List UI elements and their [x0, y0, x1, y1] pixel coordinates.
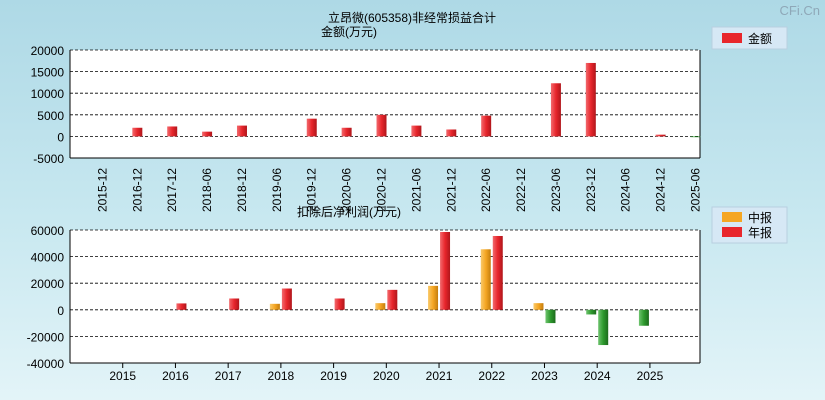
chart1-bar — [202, 131, 213, 137]
chart2-bar-annual — [387, 289, 398, 310]
chart1-legend-swatch-amount — [722, 33, 742, 43]
chart2-bar-annual — [229, 298, 240, 310]
chart1-y-tick-label: -5000 — [33, 152, 64, 166]
chart1-x-ticks: 2015-12 2016-12 2017-12 2018-06 2018-12 2019-… — [95, 168, 702, 212]
chart1-x-tick-label: 2019-06 — [270, 168, 284, 212]
chart2-y-tick-label: 0 — [57, 304, 64, 318]
chart2-x-tick-label: 2025 — [637, 369, 664, 383]
chart1-bar — [655, 134, 666, 137]
chart2-x-tick-label: 2015 — [109, 369, 136, 383]
chart2-plot-area — [70, 230, 700, 363]
chart1-bar — [376, 114, 387, 137]
chart2-x-tick-label: 2017 — [215, 369, 242, 383]
chart1-bars — [132, 62, 701, 138]
chart1-ylabel: 金额(万元) — [321, 24, 377, 39]
chart1-bar — [132, 127, 143, 137]
chart2-x-tick-label: 2020 — [373, 369, 400, 383]
chart1-x-tick-label: 2023-12 — [584, 168, 598, 212]
chart1-x-tick-label: 2025-06 — [688, 168, 702, 212]
chart2-bars — [176, 231, 649, 346]
chart1-x-tick-label: 2018-12 — [235, 168, 249, 212]
chart1-y-tick-label: 0 — [57, 130, 64, 144]
chart1-y-ticks: 20000 15000 10000 5000 0 -5000 — [31, 44, 65, 166]
chart1-bar — [446, 129, 457, 137]
chart2-y-ticks: 60000 40000 20000 0 -20000 -40000 — [27, 224, 65, 371]
chart1-y-tick-label: 5000 — [37, 109, 64, 123]
chart2-bar-interim — [375, 303, 386, 310]
chart1-bar — [341, 127, 352, 137]
chart1-plot-area — [70, 50, 700, 158]
chart1-bar — [550, 83, 561, 137]
chart2-bar-annual — [440, 231, 451, 310]
chart1-x-tick-label: 2024-12 — [654, 168, 668, 212]
chart1-bar — [167, 126, 178, 137]
chart2-bar-annual — [598, 309, 609, 346]
chart1-legend[interactable]: 金额 — [711, 26, 788, 50]
chart1-x-tick-label: 2019-12 — [305, 168, 319, 212]
chart2-bar-annual — [545, 309, 556, 324]
chart1-bar — [411, 125, 422, 137]
chart2-bar-interim — [480, 249, 491, 310]
watermark: CFi.Cn — [780, 3, 820, 18]
chart2-bar-annual — [492, 235, 503, 310]
chart2-legend-swatch-interim — [722, 212, 742, 222]
chart2-bar-interim — [428, 285, 439, 310]
chart1-bar — [690, 136, 701, 138]
chart1-y-tick-label: 10000 — [31, 87, 65, 101]
chart2-legend[interactable]: 中报 年报 — [711, 206, 788, 244]
chart2-y-tick-label: 60000 — [31, 224, 65, 238]
chart1-y-tick-label: 20000 — [31, 44, 65, 58]
chart2-x-ticks: 2015 2016 2017 2018 2019 2020 2021 2022 2023 2024… — [109, 363, 664, 383]
chart1-legend-label-amount: 金额 — [748, 31, 772, 46]
chart2-bar-interim — [533, 303, 544, 310]
chart1-x-tick-label: 2024-06 — [619, 168, 633, 212]
chart1-bar — [481, 115, 492, 137]
chart2-y-tick-label: -20000 — [27, 330, 65, 344]
chart2-legend-label-annual: 年报 — [748, 225, 772, 240]
chart2-y-tick-label: 20000 — [31, 277, 65, 291]
chart1-y-tick-label: 15000 — [31, 66, 65, 80]
chart1-x-tick-label: 2020-06 — [340, 168, 354, 212]
chart1-x-tick-label: 2020-12 — [375, 168, 389, 212]
chart1-bar — [306, 118, 317, 137]
chart1-x-tick-label: 2022-06 — [479, 168, 493, 212]
chart2-x-tick-label: 2021 — [426, 369, 453, 383]
chart1-x-tick-label: 2015-12 — [95, 168, 109, 212]
chart1-x-tick-label: 2021-06 — [409, 168, 423, 212]
chart2-bar-annual — [176, 303, 187, 310]
chart2-y-tick-label: -40000 — [27, 357, 65, 371]
chart-nonrecurring-gains: 立昂微(605358)非经常损益合计 金额(万元) 20000 15000 1000… — [31, 10, 788, 212]
chart2-x-tick-label: 2022 — [478, 369, 505, 383]
chart2-bar-annual — [334, 298, 345, 310]
chart1-bar — [585, 62, 596, 137]
chart2-x-tick-label: 2016 — [162, 369, 189, 383]
chart1-x-tick-label: 2018-06 — [200, 168, 214, 212]
chart2-bar-interim — [269, 303, 280, 310]
chart2-x-tick-label: 2024 — [584, 369, 611, 383]
chart1-title: 立昂微(605358)非经常损益合计 — [328, 10, 496, 25]
chart1-x-tick-label: 2022-12 — [514, 168, 528, 212]
chart2-y-tick-label: 40000 — [31, 251, 65, 265]
chart1-x-tick-label: 2017-12 — [165, 168, 179, 212]
chart1-x-tick-label: 2023-06 — [549, 168, 563, 212]
chart1-bar — [236, 125, 247, 137]
chart2-x-tick-label: 2018 — [268, 369, 295, 383]
chart1-legend-box — [711, 26, 788, 50]
chart2-x-tick-label: 2023 — [531, 369, 558, 383]
chart2-x-tick-label: 2019 — [320, 369, 347, 383]
chart2-bar-interim — [638, 309, 649, 326]
chart2-bar-interim — [586, 309, 597, 315]
chart2-bar-annual — [281, 288, 292, 310]
chart1-x-tick-label: 2021-12 — [444, 168, 458, 212]
chart1-x-tick-label: 2016-12 — [130, 168, 144, 212]
chart2-legend-swatch-annual — [722, 227, 742, 237]
chart2-legend-label-interim: 中报 — [748, 210, 772, 225]
chart-adjusted-net-profit: 扣除后净利润(万元) 6000040000200000-20000-40000 … — [27, 204, 788, 383]
chart2-title: 扣除后净利润(万元) — [297, 204, 401, 219]
